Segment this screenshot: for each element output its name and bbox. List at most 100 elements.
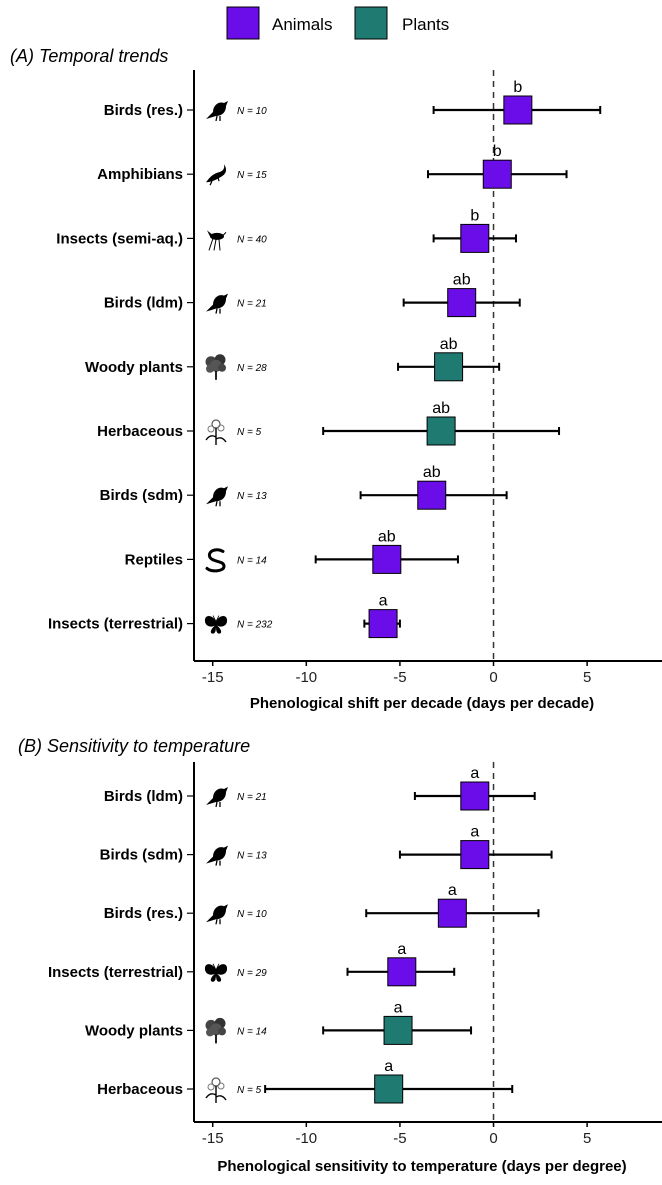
panel-a-plot: -15 -10 -5 0 5 Birds (res.) N = 10 b Amphibians N… <box>48 70 662 686</box>
panel-b-mean-marker <box>383 1015 413 1045</box>
panel-b-x-tick-label: -10 <box>295 1130 317 1147</box>
bird-icon <box>206 486 228 507</box>
panel-b-significance-letter: a <box>384 1058 393 1075</box>
panel-b: (B) Sensitivity to temperature -15 -10 -5 0… <box>18 736 662 1175</box>
panel-a-sample-size: N = 13 <box>237 491 267 502</box>
flower-icon <box>205 1077 227 1103</box>
panel-b-mean-marker <box>460 840 490 870</box>
panel-b-row-label: Birds (res.) <box>104 905 183 922</box>
panel-a-xlabel: Phenological shift per decade (days per … <box>250 695 594 712</box>
panel-a-x-tick-label: -10 <box>295 669 317 686</box>
panel-b-sample-size: N = 5 <box>237 1085 262 1096</box>
panel-a-sample-size: N = 14 <box>237 555 267 566</box>
legend-swatch-animals <box>226 6 260 40</box>
bird-icon <box>206 845 228 866</box>
panel-b-sample-size: N = 14 <box>237 1026 267 1037</box>
flower-icon <box>205 419 227 445</box>
panel-b-row-label: Insects (terrestrial) <box>48 964 183 981</box>
panel-a-significance-letter: b <box>470 207 479 224</box>
panel-b-sample-size: N = 21 <box>237 792 267 803</box>
panel-b-significance-letter: a <box>470 824 479 841</box>
panel-b-sample-size: N = 13 <box>237 851 267 862</box>
panel-a-sample-size: N = 5 <box>237 427 262 438</box>
panel-a-significance-letter: ab <box>453 272 471 289</box>
panel-a-mean-marker <box>460 223 490 253</box>
panel-b-title: (B) Sensitivity to temperature <box>18 736 250 756</box>
panel-b-significance-letter: a <box>448 882 457 899</box>
panel-a-sample-size: N = 40 <box>237 234 267 245</box>
panel-a-x-tick-label: 5 <box>583 669 591 686</box>
panel-b-mean-marker <box>387 957 417 987</box>
panel-a-row-label: Insects (terrestrial) <box>48 616 183 633</box>
panel-a-x-tick-label: -15 <box>202 669 224 686</box>
bird-icon <box>206 904 228 925</box>
panel-b-row-label: Herbaceous <box>97 1081 183 1098</box>
panel-a-row-label: Birds (sdm) <box>100 487 183 504</box>
panel-a-row-label: Herbaceous <box>97 423 183 440</box>
panel-a-mean-marker <box>426 416 456 446</box>
panel-a-mean-marker <box>417 480 447 510</box>
legend-label-animals: Animals <box>272 15 332 34</box>
mosquito-icon <box>207 230 227 251</box>
bird-icon <box>206 101 228 122</box>
bird-icon <box>206 787 228 808</box>
bird-icon <box>206 293 228 314</box>
salamander-icon <box>206 164 227 186</box>
panel-a-mean-marker <box>482 159 512 189</box>
panel-b-row-label: Birds (sdm) <box>100 847 183 864</box>
panel-b-sample-size: N = 10 <box>237 909 267 920</box>
panel-a-mean-marker <box>368 609 398 639</box>
panel-a-x-tick-label: -5 <box>393 669 406 686</box>
panel-b-mean-marker <box>460 781 490 811</box>
panel-b-x-tick-label: 5 <box>583 1130 591 1147</box>
panel-b-significance-letter: a <box>470 765 479 782</box>
panel-b-xlabel: Phenological sensitivity to temperature … <box>217 1158 626 1175</box>
panel-b-sample-size: N = 29 <box>237 968 267 979</box>
panel-a-row-label: Amphibians <box>97 166 183 183</box>
panel-b-mean-marker <box>374 1074 404 1104</box>
panel-a-row-label: Woody plants <box>85 359 183 376</box>
panel-b-row-label: Woody plants <box>85 1022 183 1039</box>
panel-a-sample-size: N = 15 <box>237 170 267 181</box>
panel-a: (A) Temporal trends -15 -10 -5 0 5 Birds (res… <box>10 46 662 712</box>
panel-a-sample-size: N = 28 <box>237 363 267 374</box>
panel-a-significance-letter: a <box>379 593 388 610</box>
panel-a-significance-letter: ab <box>432 400 450 417</box>
panel-a-sample-size: N = 21 <box>237 299 267 310</box>
panel-b-x-tick-label: 0 <box>489 1130 497 1147</box>
panel-a-significance-letter: b <box>513 79 522 96</box>
panel-b-significance-letter: a <box>397 941 406 958</box>
panel-b-plot: -15 -10 -5 0 5 Birds (ldm) N = 21 a Birds (sdm) N… <box>48 762 662 1147</box>
panel-a-mean-marker <box>503 95 533 125</box>
butterfly-icon <box>204 963 228 982</box>
panel-b-significance-letter: a <box>394 999 403 1016</box>
tree-icon <box>205 1017 226 1044</box>
legend: Animals Plants <box>226 6 449 40</box>
snake-icon <box>205 548 226 573</box>
panel-a-significance-letter: ab <box>378 528 396 545</box>
panel-b-mean-marker <box>437 898 467 928</box>
panel-a-row-label: Reptiles <box>125 551 183 568</box>
panel-a-sample-size: N = 10 <box>237 106 267 117</box>
panel-a-significance-letter: ab <box>423 464 441 481</box>
panel-b-row-label: Birds (ldm) <box>104 788 183 805</box>
panel-a-mean-marker <box>372 544 402 574</box>
panel-b-x-tick-label: -5 <box>393 1130 406 1147</box>
butterfly-icon <box>204 615 228 634</box>
panel-a-significance-letter: b <box>493 143 502 160</box>
panel-a-row-label: Insects (semi-aq.) <box>56 230 183 247</box>
panel-a-x-tick-label: 0 <box>489 669 497 686</box>
panel-a-sample-size: N = 232 <box>237 620 273 631</box>
panel-a-row-label: Birds (ldm) <box>104 295 183 312</box>
panel-a-mean-marker <box>447 288 477 318</box>
panel-a-significance-letter: ab <box>440 336 458 353</box>
legend-swatch-plants <box>354 6 388 40</box>
panel-b-x-tick-label: -15 <box>202 1130 224 1147</box>
panel-a-title: (A) Temporal trends <box>10 46 168 66</box>
panel-a-row-label: Birds (res.) <box>104 102 183 119</box>
legend-label-plants: Plants <box>402 15 449 34</box>
panel-a-mean-marker <box>434 352 464 382</box>
tree-icon <box>205 354 226 380</box>
